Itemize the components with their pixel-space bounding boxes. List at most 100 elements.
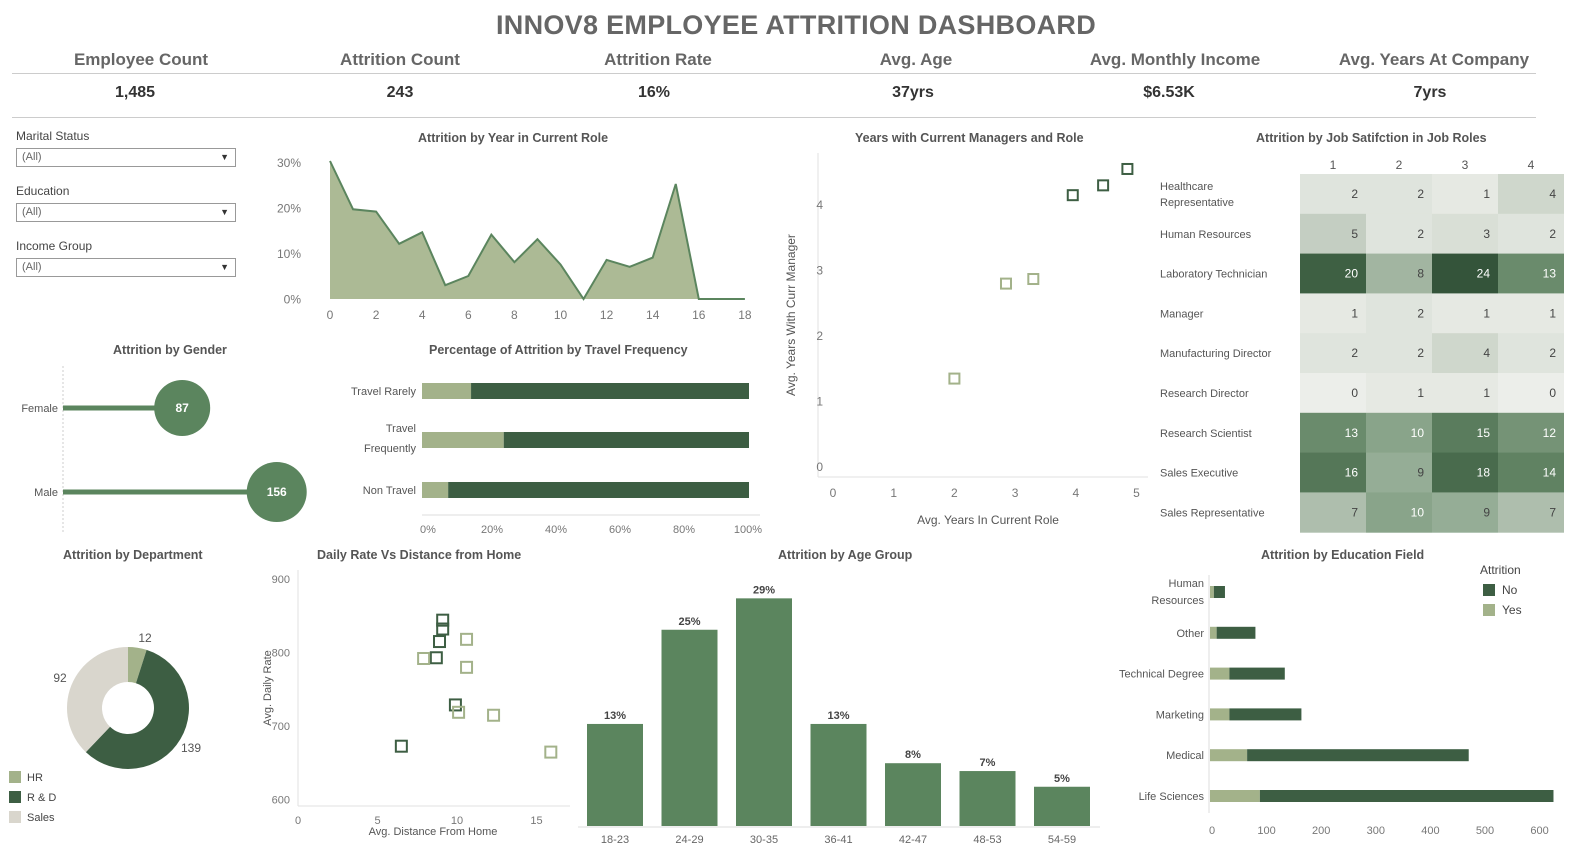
x-tick-label: 10 bbox=[451, 815, 463, 827]
gender-bubble bbox=[246, 462, 307, 522]
education-label: Medical bbox=[1166, 750, 1204, 762]
chart-title-job-satisfaction: Attrition by Job Satifction in Job Roles bbox=[1256, 131, 1487, 145]
x-tick-label: 5 bbox=[1133, 486, 1140, 500]
age-bar bbox=[1034, 786, 1090, 826]
filter-education-select[interactable]: (All) ▼ bbox=[16, 203, 236, 222]
education-bar-no bbox=[1229, 708, 1302, 721]
travel-label: Travel bbox=[386, 423, 416, 435]
heatmap-cell bbox=[1432, 452, 1498, 493]
x-tick-label: 0 bbox=[295, 815, 301, 827]
kpi-avg-years-at-company: Avg. Years At Company 7yrs bbox=[1309, 50, 1559, 102]
heatmap-row-label: Representative bbox=[1160, 197, 1234, 209]
x-tick-label: 14 bbox=[646, 308, 660, 322]
heatmap-cell-value: 7 bbox=[1549, 505, 1556, 519]
x-tick-label: 4 bbox=[419, 308, 426, 322]
education-bar-yes bbox=[1210, 667, 1230, 680]
x-tick-label: 400 bbox=[1421, 825, 1439, 837]
heatmap-cell bbox=[1300, 452, 1366, 493]
heatmap-cell bbox=[1300, 213, 1366, 255]
x-tick-label: 40% bbox=[545, 524, 567, 536]
dropdown-arrow-icon[interactable]: ▼ bbox=[220, 207, 229, 217]
scatter-point bbox=[433, 635, 447, 649]
heatmap-cell-value: 8 bbox=[1417, 267, 1424, 281]
scatter-point bbox=[417, 651, 431, 665]
y-axis-label: Avg. Years With Curr Manager bbox=[784, 234, 798, 396]
y-tick-label: 3 bbox=[816, 264, 823, 278]
heatmap-cell-value: 2 bbox=[1351, 346, 1358, 360]
education-bar-yes bbox=[1210, 708, 1230, 721]
heatmap-cell bbox=[1498, 174, 1564, 215]
x-tick-label: 1 bbox=[890, 486, 897, 500]
x-tick-label: 6 bbox=[465, 308, 472, 322]
age-bar-label: 5% bbox=[1054, 773, 1070, 785]
filter-label-income-group: Income Group bbox=[16, 239, 93, 253]
x-tick-label: 10 bbox=[554, 308, 568, 322]
department-value: 92 bbox=[53, 671, 67, 685]
heatmap-cell-value: 12 bbox=[1543, 426, 1557, 440]
scatter-point bbox=[487, 708, 501, 722]
age-bar-label: 29% bbox=[753, 584, 775, 596]
age-bar-label: 13% bbox=[827, 710, 849, 722]
heatmap-cell bbox=[1498, 333, 1564, 374]
x-tick-label: 42-47 bbox=[899, 834, 927, 846]
education-bar-yes bbox=[1210, 586, 1214, 598]
scatter-point bbox=[460, 632, 474, 646]
legend-swatch bbox=[1483, 584, 1495, 596]
heatmap-cell-value: 24 bbox=[1477, 267, 1491, 281]
kpi-value: 7yrs bbox=[1413, 84, 1447, 101]
heatmap-cell bbox=[1432, 174, 1498, 215]
heatmap-cell bbox=[1498, 213, 1564, 255]
chart-title-manager-role: Years with Current Managers and Role bbox=[855, 131, 1084, 145]
kpi-label: Avg. Age bbox=[879, 50, 953, 69]
x-tick-label: 20% bbox=[481, 524, 503, 536]
kpi-attrition-count: Attrition Count 243 bbox=[275, 50, 525, 102]
x-tick-label: 100% bbox=[734, 524, 762, 536]
filter-income-group-select[interactable]: (All) ▼ bbox=[16, 258, 236, 277]
chart-title-travel: Percentage of Attrition by Travel Freque… bbox=[429, 343, 688, 357]
x-tick-label: 5 bbox=[374, 815, 380, 827]
heatmap-cell-value: 1 bbox=[1351, 306, 1358, 320]
x-tick-label: 36-41 bbox=[824, 834, 852, 846]
dropdown-arrow-icon[interactable]: ▼ bbox=[220, 152, 229, 162]
legend-label: No bbox=[1502, 583, 1518, 597]
heatmap-cell-value: 13 bbox=[1345, 426, 1359, 440]
dropdown-arrow-icon[interactable]: ▼ bbox=[220, 262, 229, 272]
filter-marital-status-select[interactable]: (All) ▼ bbox=[16, 148, 236, 167]
heatmap-cell-value: 2 bbox=[1417, 346, 1424, 360]
age-bar bbox=[661, 629, 718, 826]
x-tick-label: 54-59 bbox=[1048, 834, 1076, 846]
heatmap-cell-value: 4 bbox=[1483, 346, 1490, 360]
scatter-point bbox=[394, 739, 408, 753]
heatmap-row-label: Healthcare bbox=[1160, 181, 1213, 193]
legend-title: Attrition bbox=[1480, 563, 1521, 577]
heatmap-cell-value: 0 bbox=[1351, 386, 1358, 400]
chart-title-age-group: Attrition by Age Group bbox=[778, 548, 913, 562]
heatmap-cell bbox=[1498, 253, 1564, 294]
kpi-label: Employee Count bbox=[73, 50, 209, 69]
heatmap-cell bbox=[1432, 253, 1498, 294]
y-tick-label: 2 bbox=[816, 329, 823, 343]
department-value: 139 bbox=[181, 741, 201, 755]
x-tick-label: 600 bbox=[1530, 825, 1548, 837]
kpi-divider-bottom bbox=[12, 117, 1536, 118]
heatmap-cell-value: 7 bbox=[1351, 505, 1358, 519]
education-bar-yes bbox=[1210, 790, 1260, 802]
heatmap-cell-value: 16 bbox=[1345, 466, 1359, 480]
kpi-divider-top bbox=[12, 73, 1536, 74]
heatmap-cell bbox=[1432, 373, 1498, 414]
chart-title-department: Attrition by Department bbox=[63, 548, 203, 562]
education-label: Life Sciences bbox=[1139, 791, 1205, 803]
y-tick-label: 4 bbox=[816, 198, 823, 212]
heatmap-cell-value: 4 bbox=[1549, 187, 1556, 201]
heatmap-cell-value: 5 bbox=[1351, 227, 1358, 241]
education-bar-no bbox=[1213, 586, 1225, 598]
heatmap-cell bbox=[1366, 293, 1432, 334]
area-line bbox=[329, 160, 745, 301]
travel-bar-yes bbox=[422, 432, 504, 448]
heatmap-cell-value: 1 bbox=[1483, 187, 1490, 201]
department-value: 12 bbox=[138, 631, 152, 645]
chart-title-year-role: Attrition by Year in Current Role bbox=[418, 131, 609, 145]
heatmap-cell bbox=[1300, 174, 1366, 215]
heatmap-row-label: Sales Executive bbox=[1160, 468, 1238, 480]
x-tick-label: 18-23 bbox=[601, 834, 629, 846]
